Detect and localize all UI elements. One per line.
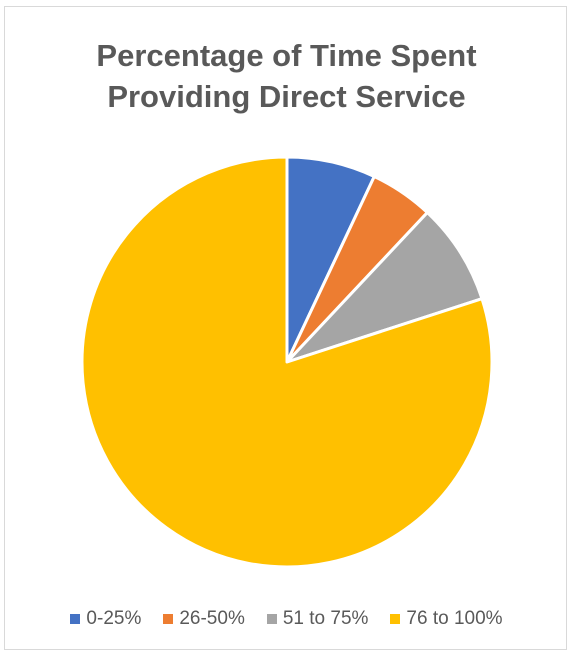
legend-label: 0-25% xyxy=(86,608,142,629)
chart-legend: 0-25% 26-50% 51 to 75% 76 to 100% xyxy=(5,607,568,631)
pie-slices xyxy=(80,155,494,569)
pie-slice-76-to-100 xyxy=(80,155,494,569)
chart-area: Percentage of Time Spent Providing Direc… xyxy=(4,6,567,650)
chart-title-line-2: Providing Direct Service xyxy=(107,79,466,114)
legend-label: 51 to 75% xyxy=(282,608,369,629)
legend-swatch xyxy=(390,614,401,624)
legend-swatch xyxy=(266,614,277,624)
legend-swatch xyxy=(163,614,174,624)
legend-entry: 76 to 100% xyxy=(390,607,503,631)
legend-entry: 0-25% xyxy=(70,607,141,631)
legend-label: 26-50% xyxy=(179,608,245,629)
chart-title-line-1: Percentage of Time Spent xyxy=(96,38,477,73)
legend-label: 76 to 100% xyxy=(406,608,503,629)
pie-chart xyxy=(80,155,494,569)
pie-slice-51-to-75 xyxy=(285,211,484,364)
legend-entry: 51 to 75% xyxy=(266,607,369,631)
legend-entry: 26-50% xyxy=(163,607,245,631)
chart-title: Percentage of Time Spent Providing Direc… xyxy=(5,35,568,117)
legend-swatch xyxy=(70,614,81,624)
